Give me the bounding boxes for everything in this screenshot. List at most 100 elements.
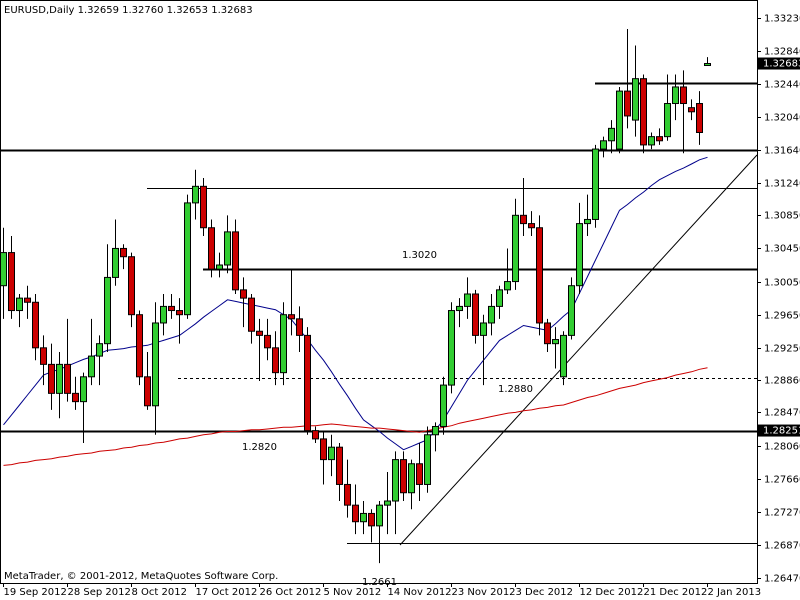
candle-body	[352, 504, 359, 523]
x-tick-label: 26 Oct 2012	[260, 587, 322, 598]
candle-body	[232, 231, 239, 291]
candle-body	[112, 247, 119, 278]
candle-body	[656, 136, 663, 142]
y-tick-label: 1.31640	[764, 146, 800, 157]
moving-average	[3, 156, 708, 451]
chart-title: EURUSD,Daily 1.32659 1.32760 1.32653 1.3…	[4, 5, 253, 16]
candle-body	[568, 285, 575, 336]
candle-body	[304, 334, 311, 432]
candle-body	[424, 434, 431, 485]
candle-body	[192, 185, 199, 204]
candle-body	[16, 297, 23, 312]
candle-body	[456, 305, 463, 312]
candle-body	[120, 247, 127, 258]
candle-body	[504, 281, 511, 291]
candle-body	[328, 446, 335, 461]
candle-body	[440, 384, 447, 427]
candle-body	[472, 293, 479, 336]
candle-body	[216, 264, 223, 270]
y-tick-label: 1.29650	[764, 311, 800, 322]
candle-body	[72, 392, 79, 403]
candle-body	[696, 103, 703, 133]
candle-body	[256, 330, 263, 336]
candle-body	[688, 107, 695, 113]
candle-body	[384, 500, 391, 506]
candle-body	[576, 223, 583, 287]
y-tick-label: 1.26470	[764, 574, 800, 585]
x-tick-label: 19 Sep 2012	[4, 587, 67, 598]
candle-body	[488, 305, 495, 324]
candle-body	[32, 301, 39, 349]
candle-body	[56, 363, 63, 394]
y-tick-label: 1.28860	[764, 376, 800, 387]
candle-body	[136, 314, 143, 378]
y-tick-label: 1.30050	[764, 278, 800, 289]
candle-body	[592, 148, 599, 220]
candle-body	[288, 314, 295, 320]
price-mark-label: 1.32683	[763, 59, 800, 70]
candle-body	[536, 227, 543, 324]
annotation: 1.2820	[242, 442, 277, 453]
candle-body	[64, 363, 71, 394]
candle-body	[280, 314, 287, 374]
candle-body	[584, 218, 591, 225]
candle-body	[312, 430, 319, 440]
candle-body	[0, 252, 7, 287]
y-tick-label: 1.33230	[764, 14, 800, 25]
candle-body	[400, 459, 407, 494]
y-tick-label: 1.31240	[764, 179, 800, 190]
trend-line	[399, 154, 758, 546]
candle-body	[272, 347, 279, 374]
moving-average	[3, 367, 708, 466]
candle-body	[152, 322, 159, 407]
candle-body	[520, 214, 527, 225]
y-tick-label: 1.26870	[764, 541, 800, 552]
x-tick-label: 17 Oct 2012	[196, 587, 258, 598]
x-tick-label: 3 Dec 2012	[516, 587, 574, 598]
y-tick-label: 1.32040	[764, 113, 800, 124]
candle-body	[680, 86, 687, 105]
candle-body	[480, 322, 487, 336]
candle-body	[336, 446, 343, 485]
candle-body	[632, 78, 639, 121]
candle-body	[448, 310, 455, 386]
credit: MetaTrader, © 2001-2012, MetaQuotes Soft…	[4, 571, 278, 582]
y-tick-label: 1.32440	[764, 80, 800, 91]
price-mark-box	[758, 57, 800, 70]
x-tick-label: 23 Nov 2012	[452, 587, 516, 598]
candle-body	[464, 293, 471, 307]
x-tick-label: 14 Nov 2012	[388, 587, 452, 598]
candle-body	[320, 438, 327, 461]
x-tick-label: 28 Sep 2012	[68, 587, 131, 598]
candle-body	[48, 363, 55, 394]
candle-body	[200, 185, 207, 229]
annotation: 1.2661	[362, 577, 397, 588]
candle-body	[224, 231, 231, 266]
plot-area: 1.3020 1.2880 1.2820 1.2661	[0, 28, 758, 588]
candle-body	[648, 136, 655, 146]
candle-body	[104, 276, 111, 345]
candle-body	[344, 483, 351, 506]
candle-body	[432, 425, 439, 436]
candle-body	[528, 223, 535, 229]
candle-body	[208, 227, 215, 270]
candle-body	[368, 512, 375, 527]
candle-body	[616, 90, 623, 150]
y-tick-label: 1.32840	[764, 47, 800, 58]
candle-body	[24, 297, 31, 303]
candle-body	[512, 214, 519, 283]
candle-body	[376, 504, 383, 527]
candle-body	[96, 343, 103, 357]
candle-body	[640, 78, 647, 146]
candle-body	[40, 347, 47, 365]
candle-body	[496, 289, 503, 307]
candle-body	[80, 376, 87, 403]
candle-body	[264, 334, 271, 349]
candle-body	[624, 90, 631, 117]
x-tick-label: 5 Nov 2012	[324, 587, 382, 598]
candle-body	[608, 127, 615, 142]
y-tick-label: 1.30850	[764, 211, 800, 222]
candle-body	[144, 376, 151, 407]
